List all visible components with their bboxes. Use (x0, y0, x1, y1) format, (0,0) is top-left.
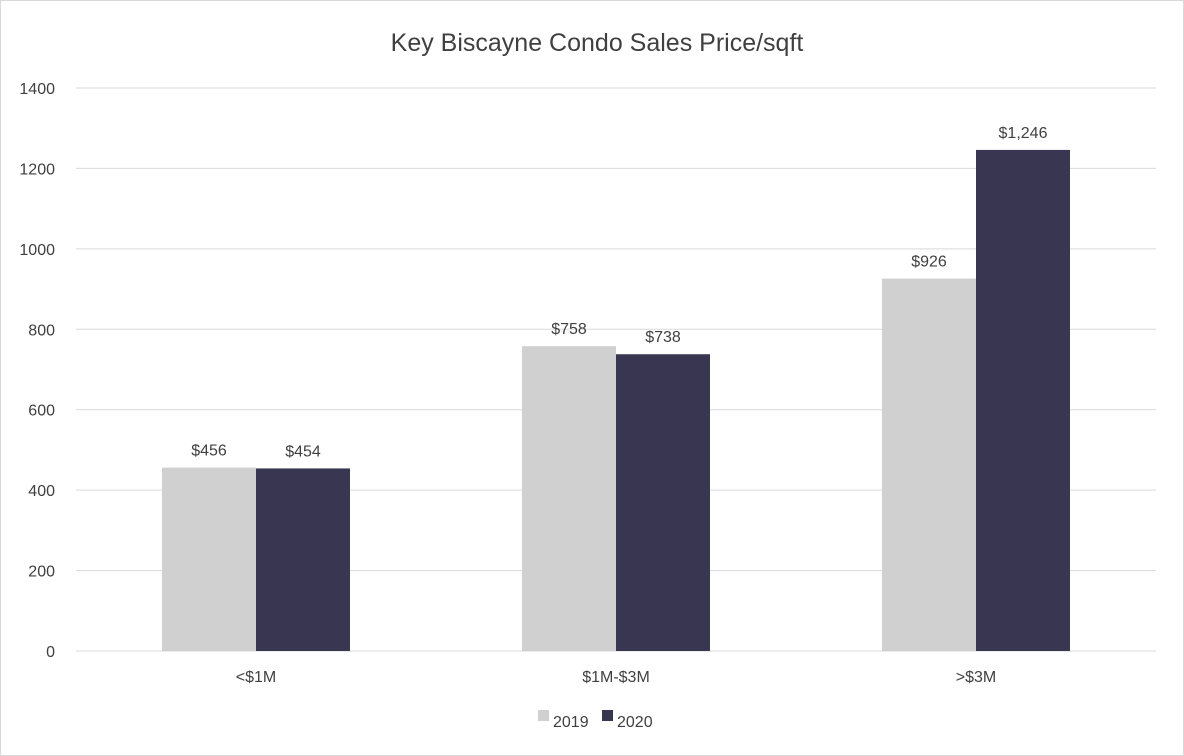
y-tick-label: 600 (28, 403, 55, 420)
bar-2020-1 (616, 354, 710, 651)
legend-label: 2020 (617, 714, 653, 731)
y-tick-label: 200 (28, 564, 55, 581)
data-labels: $456 $454 $758 $738 $926 $1,246 (191, 125, 1047, 460)
chart-title: Key Biscayne Condo Sales Price/sqft (391, 29, 804, 57)
bar-2019-0 (162, 467, 256, 651)
data-label: $456 (191, 443, 227, 460)
y-tick-label: 1200 (19, 161, 55, 178)
legend: 2019 2020 (538, 710, 653, 731)
x-category-label: >$3M (956, 669, 996, 686)
bar-2020-2 (976, 149, 1070, 651)
y-tick-label: 0 (46, 644, 55, 661)
bar-2019-2 (882, 278, 976, 651)
y-tick-label: 1400 (19, 81, 55, 98)
legend-swatch-2019 (538, 710, 549, 721)
data-label: $758 (551, 321, 587, 338)
y-tick-label: 1000 (19, 242, 55, 259)
data-label: $738 (645, 329, 681, 346)
data-label: $926 (911, 254, 947, 271)
legend-swatch-2020 (602, 710, 613, 721)
bar-2020-0 (256, 468, 350, 651)
data-label: $1,246 (999, 125, 1048, 142)
bar-2019-1 (522, 346, 616, 651)
y-tick-label: 800 (28, 322, 55, 339)
bars (162, 149, 1070, 651)
x-axis-categories: <$1M $1M-$3M >$3M (236, 669, 996, 686)
legend-label: 2019 (553, 714, 589, 731)
x-category-label: <$1M (236, 669, 276, 686)
data-label: $454 (285, 443, 321, 460)
y-axis-ticks: 0 200 400 600 800 1000 1200 1400 (19, 81, 55, 661)
x-category-label: $1M-$3M (582, 669, 650, 686)
y-tick-label: 400 (28, 483, 55, 500)
